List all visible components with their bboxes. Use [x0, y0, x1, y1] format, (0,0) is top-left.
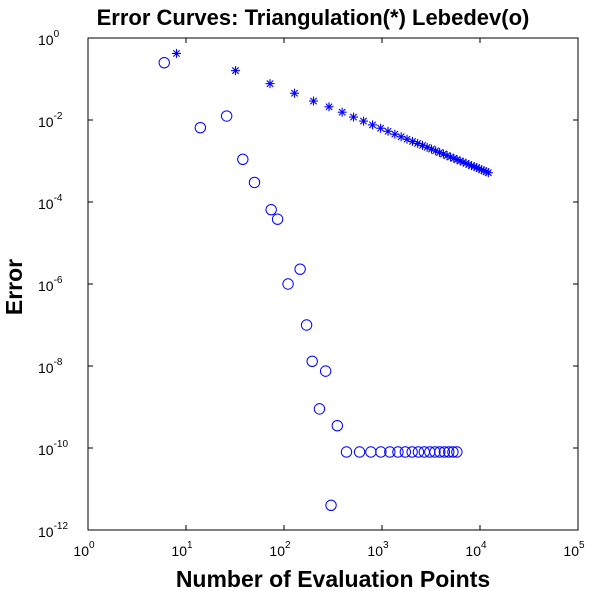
triangulation-point [231, 66, 241, 76]
lebedev-point [429, 446, 441, 458]
triangulation-point [172, 48, 182, 58]
y-tick-label: 10-2 [38, 111, 63, 130]
lebedev-point [331, 419, 344, 432]
triangulation-point [309, 96, 319, 106]
triangulation-point [383, 126, 393, 136]
y-axis-label: Error [1, 259, 27, 315]
lebedev-point [237, 153, 249, 166]
lebedev-point [158, 56, 170, 69]
chart-title: Error Curves: Triangulation(*) Lebedev(o… [97, 5, 530, 30]
x-tick-label: 102 [269, 540, 291, 559]
y-tick-label: 10-10 [38, 439, 68, 458]
lebedev-point [306, 355, 318, 368]
y-tick-label: 100 [38, 29, 60, 48]
x-tick-label: 103 [367, 540, 389, 559]
y-tick-label: 10-6 [38, 275, 63, 294]
lebedev-point [353, 446, 366, 458]
lebedev-point [265, 203, 277, 216]
triangulation-point [337, 107, 347, 117]
x-axis-label: Number of Evaluation Points [176, 566, 490, 591]
lebedev-point [443, 446, 455, 458]
axis-ticks: 100 101 102 103 104 105 100 10-2 10-4 10-6 10-8 10-… [38, 29, 585, 559]
lebedev-point [399, 446, 412, 458]
x-tick-label: 100 [73, 540, 95, 559]
x-tick-label: 101 [171, 540, 193, 559]
lebedev-point [412, 446, 425, 458]
data-marks [158, 48, 493, 512]
lebedev-point [434, 446, 446, 458]
lebedev-point [300, 319, 313, 331]
lebedev-point [313, 403, 326, 415]
lebedev-point [438, 446, 451, 458]
lebedev-point [451, 446, 463, 458]
lebedev-point [406, 446, 418, 458]
lebedev-point [325, 499, 337, 512]
lebedev-point [392, 446, 404, 458]
triangulation-point [483, 168, 493, 178]
y-tick-label: 10-12 [38, 521, 68, 540]
triangulation-point [349, 112, 359, 122]
lebedev-point [220, 110, 233, 122]
lebedev-point [194, 121, 207, 134]
plot-frame [87, 37, 579, 531]
lebedev-point [375, 446, 387, 458]
y-tick-label: 10-4 [38, 193, 63, 212]
y-tick-label: 10-8 [38, 357, 63, 376]
lebedev-point [248, 176, 261, 189]
triangulation-point [359, 116, 369, 126]
lebedev-point [447, 446, 459, 458]
triangulation-point [376, 123, 386, 133]
triangulation-point [368, 120, 378, 130]
lebedev-point [294, 263, 306, 275]
x-tick-label: 105 [563, 540, 585, 559]
triangulation-point [265, 79, 275, 89]
lebedev-point [319, 365, 332, 377]
triangulation-point [324, 102, 334, 112]
lebedev-point [271, 213, 284, 225]
lebedev-point [340, 446, 353, 458]
triangulation-point [290, 88, 300, 98]
lebedev-point [384, 446, 396, 458]
triangulation-point [438, 149, 448, 159]
lebedev-point [282, 278, 294, 290]
x-tick-label: 104 [465, 540, 487, 559]
